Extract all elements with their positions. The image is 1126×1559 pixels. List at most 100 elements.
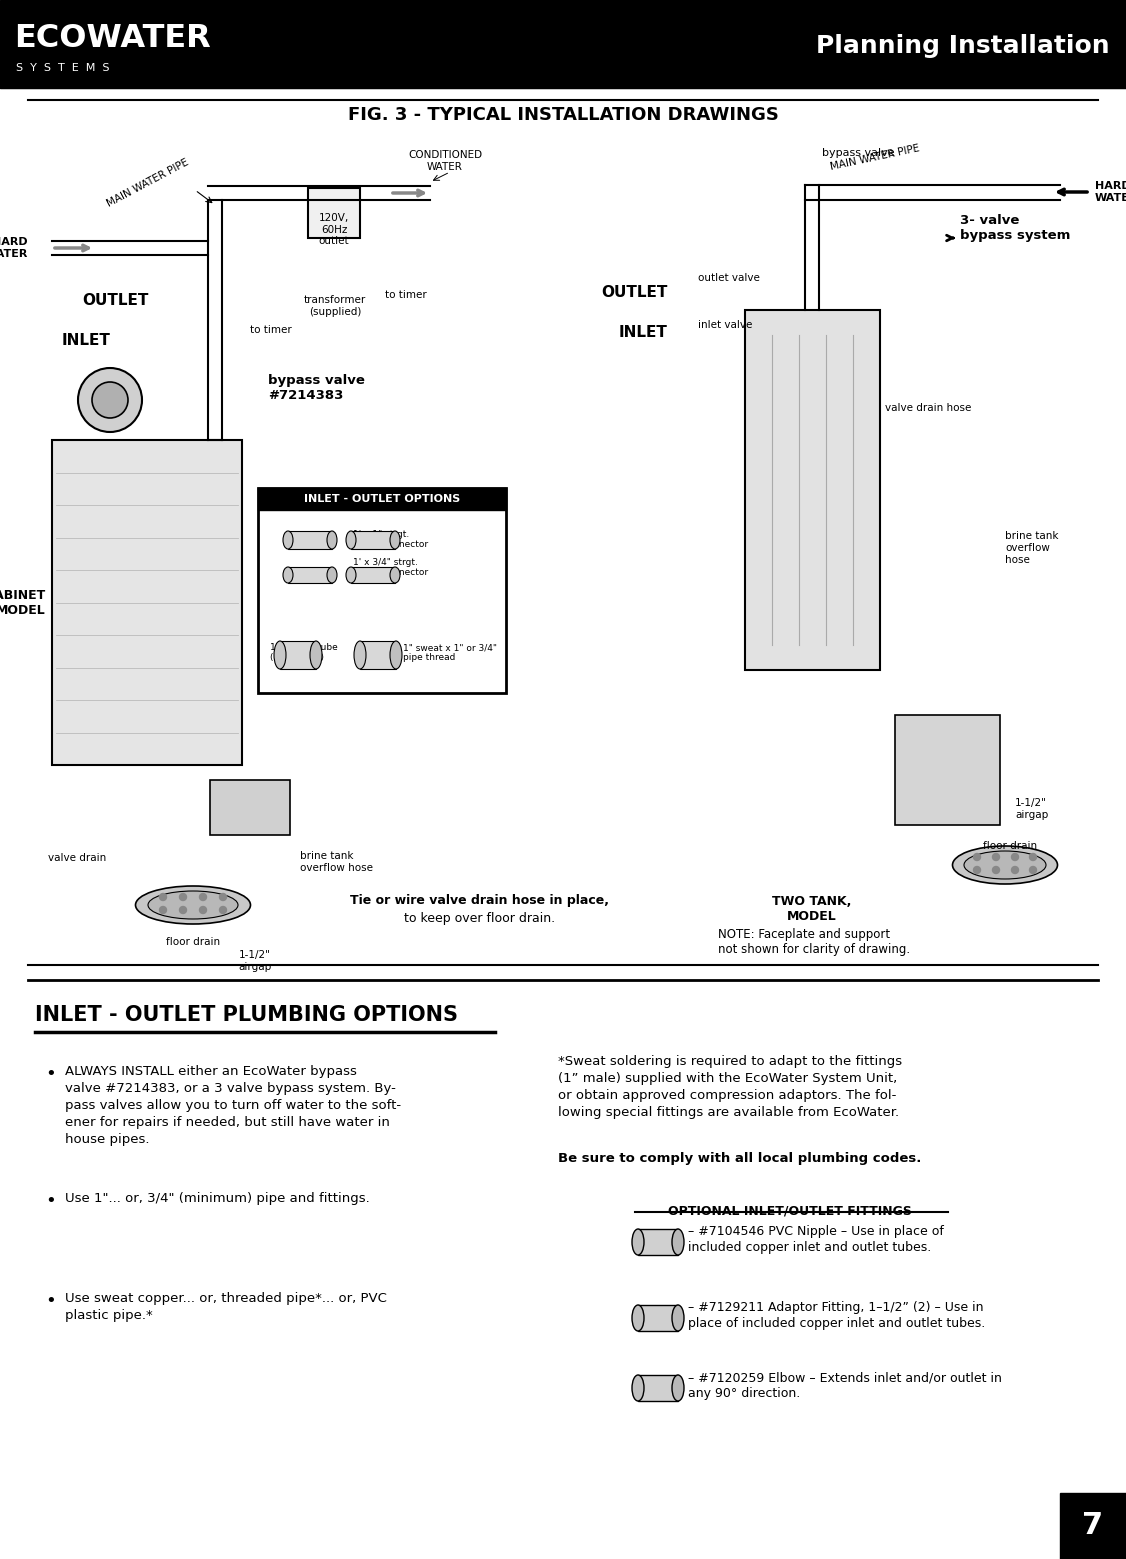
Text: Tie or wire valve drain hose in place,: Tie or wire valve drain hose in place, (350, 893, 609, 906)
Text: FIG. 3 - TYPICAL INSTALLATION DRAWINGS: FIG. 3 - TYPICAL INSTALLATION DRAWINGS (348, 106, 778, 125)
Bar (211, 780, 291, 836)
Bar (258, 488, 506, 510)
Bar (52, 440, 242, 765)
Text: valve drain: valve drain (48, 853, 106, 864)
Text: OUTLET: OUTLET (601, 284, 668, 299)
Circle shape (179, 893, 187, 901)
Text: Planning Installation: Planning Installation (816, 34, 1110, 58)
Bar (638, 1228, 678, 1255)
Text: outlet valve: outlet valve (698, 273, 760, 284)
Text: brine tank
overflow
hose: brine tank overflow hose (1006, 532, 1058, 564)
Bar (351, 567, 395, 583)
Text: 1-1/2"
airgap: 1-1/2" airgap (1015, 798, 1048, 820)
Text: Use 1"... or, 3/4" (minimum) pipe and fittings.: Use 1"... or, 3/4" (minimum) pipe and fi… (65, 1193, 369, 1205)
Text: floor drain: floor drain (166, 937, 220, 946)
Text: INLET - OUTLET OPTIONS: INLET - OUTLET OPTIONS (304, 494, 461, 504)
Text: OPTIONAL INLET/OUTLET FITTINGS: OPTIONAL INLET/OUTLET FITTINGS (668, 1205, 912, 1218)
Circle shape (974, 867, 981, 873)
Text: HARD
WATER: HARD WATER (1094, 181, 1126, 203)
Text: INLET: INLET (619, 324, 668, 340)
Text: bypass valve
#7214383: bypass valve #7214383 (268, 374, 365, 402)
Circle shape (1029, 867, 1037, 873)
Circle shape (160, 906, 167, 914)
Text: TWO TANK,
MODEL: TWO TANK, MODEL (772, 895, 851, 923)
Bar (638, 1305, 678, 1331)
Bar (288, 567, 332, 583)
Text: ECOWATER: ECOWATER (14, 22, 211, 53)
Text: *Sweat soldering is required to adapt to the fittings
(1” male) supplied with th: *Sweat soldering is required to adapt to… (558, 1055, 902, 1119)
Circle shape (160, 893, 167, 901)
Circle shape (78, 368, 142, 432)
Ellipse shape (672, 1228, 683, 1255)
Text: OUTLET: OUTLET (82, 293, 149, 307)
Text: 1" sweat x 1" or 3/4"
pipe thread: 1" sweat x 1" or 3/4" pipe thread (403, 642, 497, 663)
Bar (745, 310, 881, 670)
Ellipse shape (283, 567, 293, 583)
Bar (258, 488, 506, 694)
Text: •: • (45, 1193, 56, 1210)
Text: 120V,
60Hz
outlet: 120V, 60Hz outlet (319, 214, 349, 246)
Bar (895, 716, 1000, 825)
Circle shape (992, 853, 1000, 861)
Bar (638, 1375, 678, 1402)
Bar (309, 189, 360, 239)
Text: •: • (45, 1292, 56, 1310)
Bar (0, 0, 1126, 87)
Circle shape (220, 893, 226, 901)
Text: Be sure to comply with all local plumbing codes.: Be sure to comply with all local plumbin… (558, 1152, 921, 1165)
Text: HARD
WATER: HARD WATER (0, 237, 28, 259)
Text: INLET: INLET (62, 332, 110, 348)
Text: valve drain hose: valve drain hose (885, 402, 972, 413)
Bar (288, 532, 332, 549)
Ellipse shape (310, 641, 322, 669)
Text: – #7129211 Adaptor Fitting, 1–1/2” (2) – Use in
place of included copper inlet a: – #7129211 Adaptor Fitting, 1–1/2” (2) –… (688, 1302, 985, 1330)
Ellipse shape (135, 886, 250, 924)
Text: 1" copper tube
(2 supplied): 1" copper tube (2 supplied) (270, 642, 338, 663)
Circle shape (974, 853, 981, 861)
Circle shape (1029, 853, 1037, 861)
Text: CABINET
MODEL: CABINET MODEL (0, 588, 46, 616)
Ellipse shape (327, 532, 337, 549)
Text: to timer: to timer (385, 290, 427, 299)
Circle shape (92, 382, 128, 418)
Ellipse shape (148, 892, 238, 918)
Circle shape (199, 893, 206, 901)
Ellipse shape (632, 1228, 644, 1255)
Ellipse shape (390, 532, 400, 549)
Bar (280, 641, 316, 669)
Text: transformer
(supplied): transformer (supplied) (304, 295, 366, 316)
Text: INLET - OUTLET PLUMBING OPTIONS: INLET - OUTLET PLUMBING OPTIONS (35, 1006, 458, 1024)
Text: ALWAYS INSTALL either an EcoWater bypass
valve #7214383, or a 3 valve bypass sys: ALWAYS INSTALL either an EcoWater bypass… (65, 1065, 401, 1146)
Text: 1' x 1" strgt.
sweat connector: 1' x 1" strgt. sweat connector (352, 530, 428, 549)
Ellipse shape (274, 641, 286, 669)
Ellipse shape (346, 567, 356, 583)
Ellipse shape (632, 1305, 644, 1331)
Ellipse shape (390, 641, 402, 669)
Text: Use sweat copper... or, threaded pipe*... or, PVC
plastic pipe.*: Use sweat copper... or, threaded pipe*..… (65, 1292, 387, 1322)
Ellipse shape (632, 1375, 644, 1402)
Text: 1-1/2"
airgap: 1-1/2" airgap (239, 949, 271, 971)
Ellipse shape (346, 532, 356, 549)
Text: brine tank
overflow hose: brine tank overflow hose (300, 851, 373, 873)
Ellipse shape (390, 567, 400, 583)
Circle shape (1011, 853, 1019, 861)
Text: to keep over floor drain.: to keep over floor drain. (404, 912, 555, 924)
Text: •: • (45, 1065, 56, 1084)
Text: 3- valve
bypass system: 3- valve bypass system (960, 214, 1071, 242)
Text: MAIN WATER PIPE: MAIN WATER PIPE (830, 143, 921, 171)
Circle shape (220, 906, 226, 914)
Text: S  Y  S  T  E  M  S: S Y S T E M S (16, 62, 109, 73)
Circle shape (179, 906, 187, 914)
Text: – #7104546 PVC Nipple – Use in place of
included copper inlet and outlet tubes.: – #7104546 PVC Nipple – Use in place of … (688, 1225, 944, 1255)
Circle shape (1011, 867, 1019, 873)
Text: NOTE: Faceplate and support
not shown for clarity of drawing.: NOTE: Faceplate and support not shown fo… (718, 928, 910, 956)
Ellipse shape (953, 847, 1057, 884)
Text: bypass valve: bypass valve (822, 148, 894, 157)
Text: CONDITIONED
WATER: CONDITIONED WATER (408, 150, 482, 171)
Text: – #7120259 Elbow – Extends inlet and/or outlet in
any 90° direction.: – #7120259 Elbow – Extends inlet and/or … (688, 1372, 1002, 1400)
Ellipse shape (327, 567, 337, 583)
Bar (360, 641, 396, 669)
Text: to timer: to timer (250, 324, 292, 335)
Circle shape (992, 867, 1000, 873)
Text: 7: 7 (1082, 1512, 1103, 1540)
